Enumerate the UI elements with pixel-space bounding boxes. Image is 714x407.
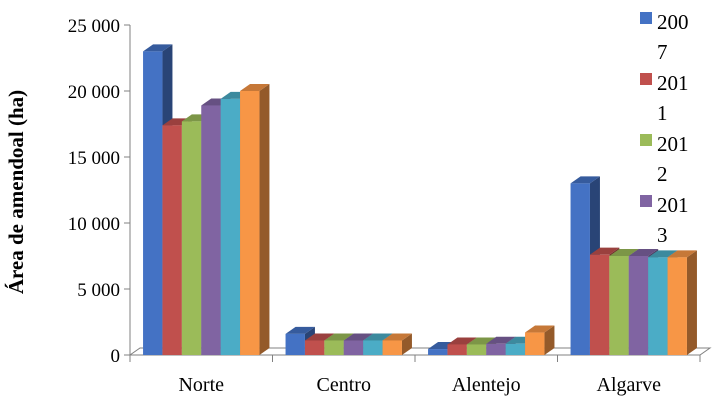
y-tick-label: 25 000 [68, 16, 120, 37]
bar-front [525, 332, 545, 355]
bar-front [628, 256, 649, 355]
bar-top [525, 325, 555, 333]
legend-label: 2 [657, 162, 668, 186]
legend-label: 201 [657, 132, 689, 156]
category-label: Algarve [597, 374, 662, 396]
bar-side [686, 250, 697, 355]
bar-top [486, 336, 516, 344]
legend-label: 201 [657, 71, 689, 95]
bar-front [505, 343, 526, 355]
bar-front [201, 105, 221, 356]
y-tick-label: 20 000 [68, 82, 120, 103]
bar [382, 333, 412, 355]
legend-swatch [640, 12, 652, 24]
axes [124, 24, 712, 362]
bar-front [240, 91, 260, 355]
bar-side [259, 84, 270, 355]
bar-front [609, 256, 629, 355]
bar-front [143, 51, 163, 356]
category-label: Centro [317, 374, 371, 396]
bar-front [382, 340, 402, 355]
bar-top [343, 333, 374, 341]
legend-swatch [640, 73, 652, 85]
bar-front [570, 183, 590, 355]
bar-top [466, 337, 497, 345]
bar-front [447, 344, 467, 355]
bar-top [285, 326, 315, 334]
bar-top [304, 333, 335, 341]
bar-front [466, 344, 487, 355]
bar-top [589, 247, 620, 255]
bar [525, 325, 555, 355]
labels: 0 5 000 10 000 15 000 20 000 25 000 Norte Centr… [4, 16, 661, 396]
category-label: Norte [178, 374, 224, 396]
category-label: Alentejo [452, 374, 521, 396]
bar [667, 250, 697, 355]
bar-top [648, 250, 678, 258]
bar-front [304, 340, 325, 355]
legend-label: 3 [657, 223, 668, 247]
legend-swatch [640, 134, 652, 146]
legend-label: 1 [657, 101, 668, 125]
y-axis-title: Área de amendoal (ha) [4, 90, 28, 294]
y-tick-label: 15 000 [68, 148, 120, 169]
bar-front [162, 125, 182, 355]
bar-front [181, 121, 202, 355]
legend-label: 201 [657, 193, 689, 217]
bar-front [324, 340, 344, 355]
bar-front [667, 257, 687, 355]
bar-top [143, 44, 173, 52]
y-tick-label: 0 [111, 346, 121, 367]
bar-top [667, 250, 697, 258]
legend-label: 7 [657, 40, 668, 64]
bar-side [544, 325, 555, 355]
bars [143, 44, 697, 356]
bar-front [363, 340, 383, 355]
bar-front [428, 349, 448, 355]
bar-front [220, 98, 241, 356]
bar-top [609, 249, 639, 256]
legend: 200 7 201 1 201 2 201 3 [640, 10, 689, 247]
bar-front [589, 254, 610, 355]
bar [240, 84, 270, 355]
bar-top [570, 176, 600, 184]
bar-front [343, 340, 364, 355]
y-tick-label: 5 000 [77, 280, 120, 301]
bar-top [240, 84, 270, 91]
bar-top [447, 337, 477, 345]
bar-front [648, 257, 668, 355]
bar-front [486, 343, 506, 355]
bar-top [628, 249, 659, 256]
bar-top [382, 333, 412, 341]
bar-top [324, 333, 354, 341]
legend-swatch [640, 195, 652, 207]
bar-top [363, 333, 393, 341]
legend-label: 200 [657, 10, 689, 34]
bar-front [285, 333, 305, 355]
y-tick-label: 10 000 [68, 214, 120, 235]
bar-side [401, 333, 412, 355]
